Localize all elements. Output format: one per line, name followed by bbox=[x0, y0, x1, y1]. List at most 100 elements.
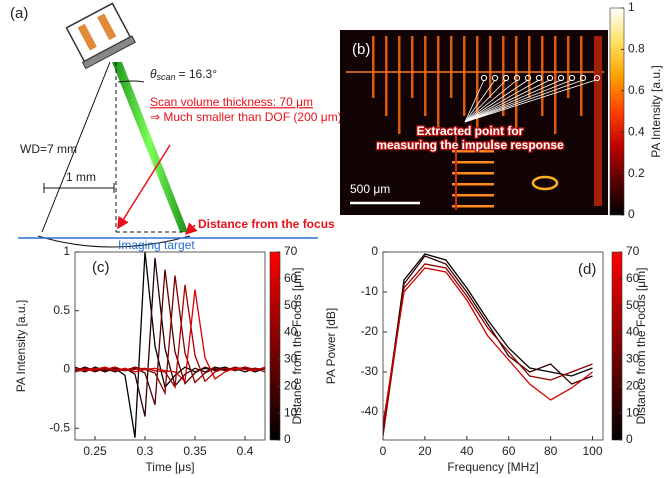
plot-frame bbox=[74, 251, 266, 441]
colorbar-tick-label: 30 bbox=[284, 352, 298, 366]
colorbar-tick-label: 50 bbox=[626, 298, 640, 312]
colorbar-tick-label: 0.4 bbox=[628, 124, 645, 138]
image-feature bbox=[452, 150, 494, 153]
trace bbox=[75, 252, 265, 438]
y-tick-label: -30 bbox=[361, 364, 379, 378]
trace bbox=[383, 255, 593, 429]
y-tick-label: 0 bbox=[371, 244, 378, 258]
scan-thickness: Scan volume thickness: 70 μm bbox=[150, 95, 313, 109]
y-tick-label: 0 bbox=[63, 362, 70, 376]
scan-edge bbox=[41, 61, 111, 233]
scale-bar-label: 500 μm bbox=[350, 182, 390, 196]
colorbar-tick-label: 30 bbox=[626, 352, 640, 366]
image-feature bbox=[463, 36, 466, 116]
x-tick-label: 40 bbox=[460, 444, 474, 458]
y-axis-label: PA Power [dB] bbox=[324, 308, 338, 384]
pointer-line bbox=[464, 79, 485, 123]
image-feature bbox=[452, 205, 494, 208]
colorbar bbox=[269, 251, 281, 441]
pointer-line bbox=[464, 79, 573, 123]
panel-label: (a) bbox=[10, 5, 28, 22]
colorbar-tick-label: 0.2 bbox=[628, 166, 645, 180]
pointer-line bbox=[464, 79, 597, 123]
y-tick-label: -20 bbox=[361, 324, 379, 338]
extracted-point bbox=[593, 74, 601, 82]
panel-label: (b) bbox=[352, 41, 370, 58]
image-feature bbox=[531, 175, 559, 191]
colorbar-tick-label: 10 bbox=[626, 405, 640, 419]
y-axis-label: PA Intensity [a.u.] bbox=[14, 300, 28, 393]
colorbar-tick-label: 0 bbox=[626, 432, 633, 446]
coil bbox=[77, 23, 97, 51]
extracted-point bbox=[535, 74, 543, 82]
extracted-point bbox=[513, 74, 521, 82]
y-tick-label: -10 bbox=[361, 284, 379, 298]
image-feature bbox=[567, 36, 570, 98]
plot-frame bbox=[382, 251, 604, 441]
colorbar-tick-label: 60 bbox=[626, 271, 640, 285]
theta-subscript: scan bbox=[157, 72, 176, 82]
image-feature bbox=[424, 36, 427, 116]
colorbar-tick-label: 50 bbox=[284, 298, 298, 312]
pointer-line bbox=[464, 79, 562, 123]
extracted-point bbox=[524, 74, 532, 82]
colorbar-tick-label: 20 bbox=[626, 378, 640, 392]
pointer-line bbox=[464, 79, 529, 123]
pointer-line bbox=[464, 79, 540, 123]
image-feature bbox=[554, 36, 557, 134]
width-label: 1 mm bbox=[66, 170, 96, 184]
colorbar bbox=[609, 7, 625, 216]
colorbar-label: Distance from the Focus [μm] bbox=[634, 268, 648, 425]
theta-value: = 16.3° bbox=[179, 67, 218, 81]
colorbar-tick-label: 70 bbox=[284, 244, 298, 258]
colorbar-label: Distance from the Focus [μm] bbox=[290, 268, 304, 425]
coil bbox=[97, 13, 117, 41]
colorbar-tick-label: 1 bbox=[628, 0, 635, 14]
extracted-point bbox=[557, 74, 565, 82]
annotation-line: Extracted point for bbox=[417, 124, 524, 138]
callout-arrow bbox=[117, 144, 171, 230]
x-tick-label: 0.3 bbox=[137, 444, 154, 458]
image-feature bbox=[452, 183, 494, 186]
y-tick-label: -0.5 bbox=[49, 420, 70, 434]
image-feature bbox=[515, 36, 518, 134]
pointer-line bbox=[464, 79, 507, 123]
image-feature bbox=[450, 36, 453, 98]
dof-note: ⇒ Much smaller than DOF (200 μm) bbox=[150, 110, 342, 124]
y-tick-label: 0.5 bbox=[53, 303, 70, 317]
x-tick-label: 0.35 bbox=[183, 444, 207, 458]
image-feature bbox=[452, 161, 494, 164]
annotation-line: measuring the impulse response bbox=[376, 138, 564, 152]
panel-label: (c) bbox=[92, 259, 110, 276]
x-axis-label: Frequency [MHz] bbox=[447, 460, 538, 474]
image-feature bbox=[411, 36, 414, 98]
trace bbox=[383, 263, 593, 437]
colorbar-tick-label: 0 bbox=[628, 207, 635, 221]
image-feature bbox=[489, 36, 492, 98]
image-panel: (b) 500 μm Extracted point for measuring th… bbox=[340, 30, 608, 215]
target-label: Imaging target bbox=[118, 238, 195, 252]
y-tick-label: 1 bbox=[63, 244, 70, 258]
image-feature bbox=[398, 36, 401, 134]
x-tick-label: 0.25 bbox=[83, 444, 107, 458]
colorbar-tick-label: 10 bbox=[284, 405, 298, 419]
colorbar-tick-label: 20 bbox=[284, 378, 298, 392]
colorbar-tick-label: 40 bbox=[626, 325, 640, 339]
image-feature bbox=[455, 130, 457, 210]
extracted-point bbox=[502, 74, 510, 82]
colorbar bbox=[611, 251, 623, 441]
x-tick-label: 20 bbox=[418, 444, 432, 458]
trace bbox=[75, 275, 265, 396]
image-feature bbox=[385, 36, 388, 116]
x-tick-label: 0.4 bbox=[237, 444, 254, 458]
colorbar-tick-label: 0 bbox=[284, 432, 291, 446]
image-feature bbox=[594, 36, 602, 206]
image-feature bbox=[476, 36, 479, 134]
image-feature bbox=[372, 36, 375, 98]
image-feature bbox=[452, 172, 494, 175]
laser-beam bbox=[112, 62, 188, 232]
x-axis-label: Time [μs] bbox=[145, 460, 194, 474]
image-feature bbox=[502, 36, 505, 116]
x-tick-label: 100 bbox=[583, 444, 603, 458]
